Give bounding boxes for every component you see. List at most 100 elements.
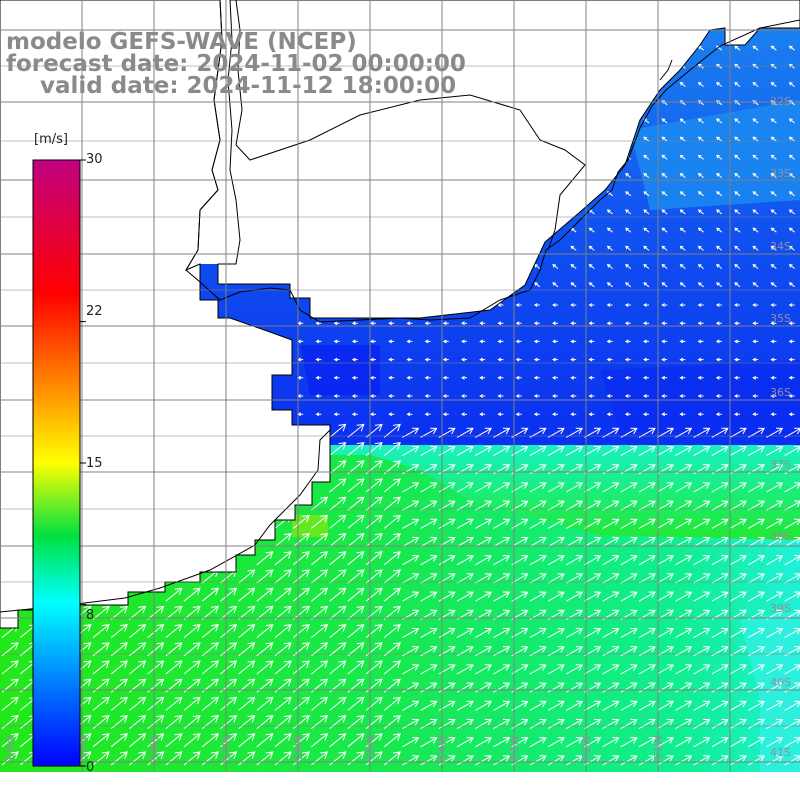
wind-vector [256,623,274,638]
wind-vector [238,751,256,766]
wind-vector [474,664,493,675]
wind-vector [770,191,777,197]
wind-vector [365,514,383,529]
wind-vector [529,737,547,748]
wind-vector [716,245,723,251]
wind-vector [733,303,740,307]
wind-vector [110,623,128,638]
wind-vector [747,664,766,675]
wind-vector [734,154,741,160]
wind-vector [551,321,558,326]
wind-vector [602,682,620,693]
wind-vector [620,664,638,675]
wind-vector [347,660,365,675]
wind-vector [165,733,183,748]
wind-vector [675,718,693,730]
wind-vector [770,282,777,288]
wind-vector [697,375,704,380]
wind-vector [365,660,383,675]
wind-vector [620,482,638,493]
wind-vector [460,321,467,326]
wind-vector [256,605,274,620]
wind-vector [752,209,759,215]
wind-vector [565,518,584,529]
wind-vector [711,664,729,675]
wind-vector [675,664,693,675]
wind-vector [679,339,686,344]
wind-vector [788,154,795,160]
wind-vector [606,303,613,307]
wind-vector [183,696,201,711]
wind-vector [201,623,219,638]
wind-vector [329,551,347,566]
wind-vector [788,191,795,197]
wind-vector [788,209,795,215]
wind-vector [292,623,310,638]
wind-vector [697,172,704,178]
colorbar [32,159,86,767]
wind-vector [693,536,711,548]
wind-vector [147,660,165,675]
wind-vector [620,755,638,766]
wind-vector [456,536,474,548]
wind-vector [497,375,504,380]
wind-vector [643,245,650,251]
wind-vector [365,569,383,584]
transition-region [330,425,800,540]
wind-vector [369,321,376,326]
wind-vector [734,245,741,251]
wind-vector [679,209,686,215]
wind-vector [329,441,347,456]
wind-vector [588,339,595,344]
wind-vector [383,569,401,584]
wind-vector [752,357,759,362]
wind-vector [625,191,632,197]
wind-vector [347,751,365,766]
southeast-cyan-region [740,610,800,772]
wind-vector [533,321,540,326]
wind-vector [183,587,201,602]
wind-vector [493,700,511,711]
wind-vector [493,536,511,548]
wind-vector [351,321,358,326]
wind-vector [711,682,729,693]
wind-vector [383,423,401,438]
wind-vector [565,555,584,566]
wind-vector [529,591,547,602]
wind-vector [788,45,795,51]
wind-vector [770,394,777,398]
wind-vector [311,733,329,748]
wind-vector [406,375,413,380]
wind-vector [693,482,711,493]
wind-vector [602,555,620,566]
wind-vector [752,245,759,251]
wind-vector [315,321,322,326]
wind-vector [315,375,322,380]
wind-vector [424,412,431,417]
wind-vector [638,664,656,675]
wind-vector [624,321,631,326]
wind-vector [766,555,784,566]
wind-vector [729,482,747,493]
wind-vector [147,696,165,711]
wind-vector [770,339,777,344]
title-valid-date: valid date: 2024-11-12 18:00:00 [40,73,457,99]
wind-vector [570,394,577,398]
wind-vector [679,245,686,251]
wind-vector [770,357,777,362]
wind-vector [588,263,595,269]
wind-vector [606,227,613,233]
wind-vector [661,209,668,215]
wind-vector [588,245,595,251]
wind-vector [292,696,310,711]
wind-vector [602,664,620,675]
wind-vector [329,751,347,766]
wind-vector [656,445,675,457]
wind-vector [256,551,274,566]
wind-vector [734,118,741,124]
latitude-labels: 32S 33S 34S 35S 36S 37S 38S 39S 40S 41S [770,95,791,759]
wind-vector [766,627,784,639]
wind-vector [711,737,729,748]
wind-vector [402,700,420,711]
wind-vector [661,245,668,251]
